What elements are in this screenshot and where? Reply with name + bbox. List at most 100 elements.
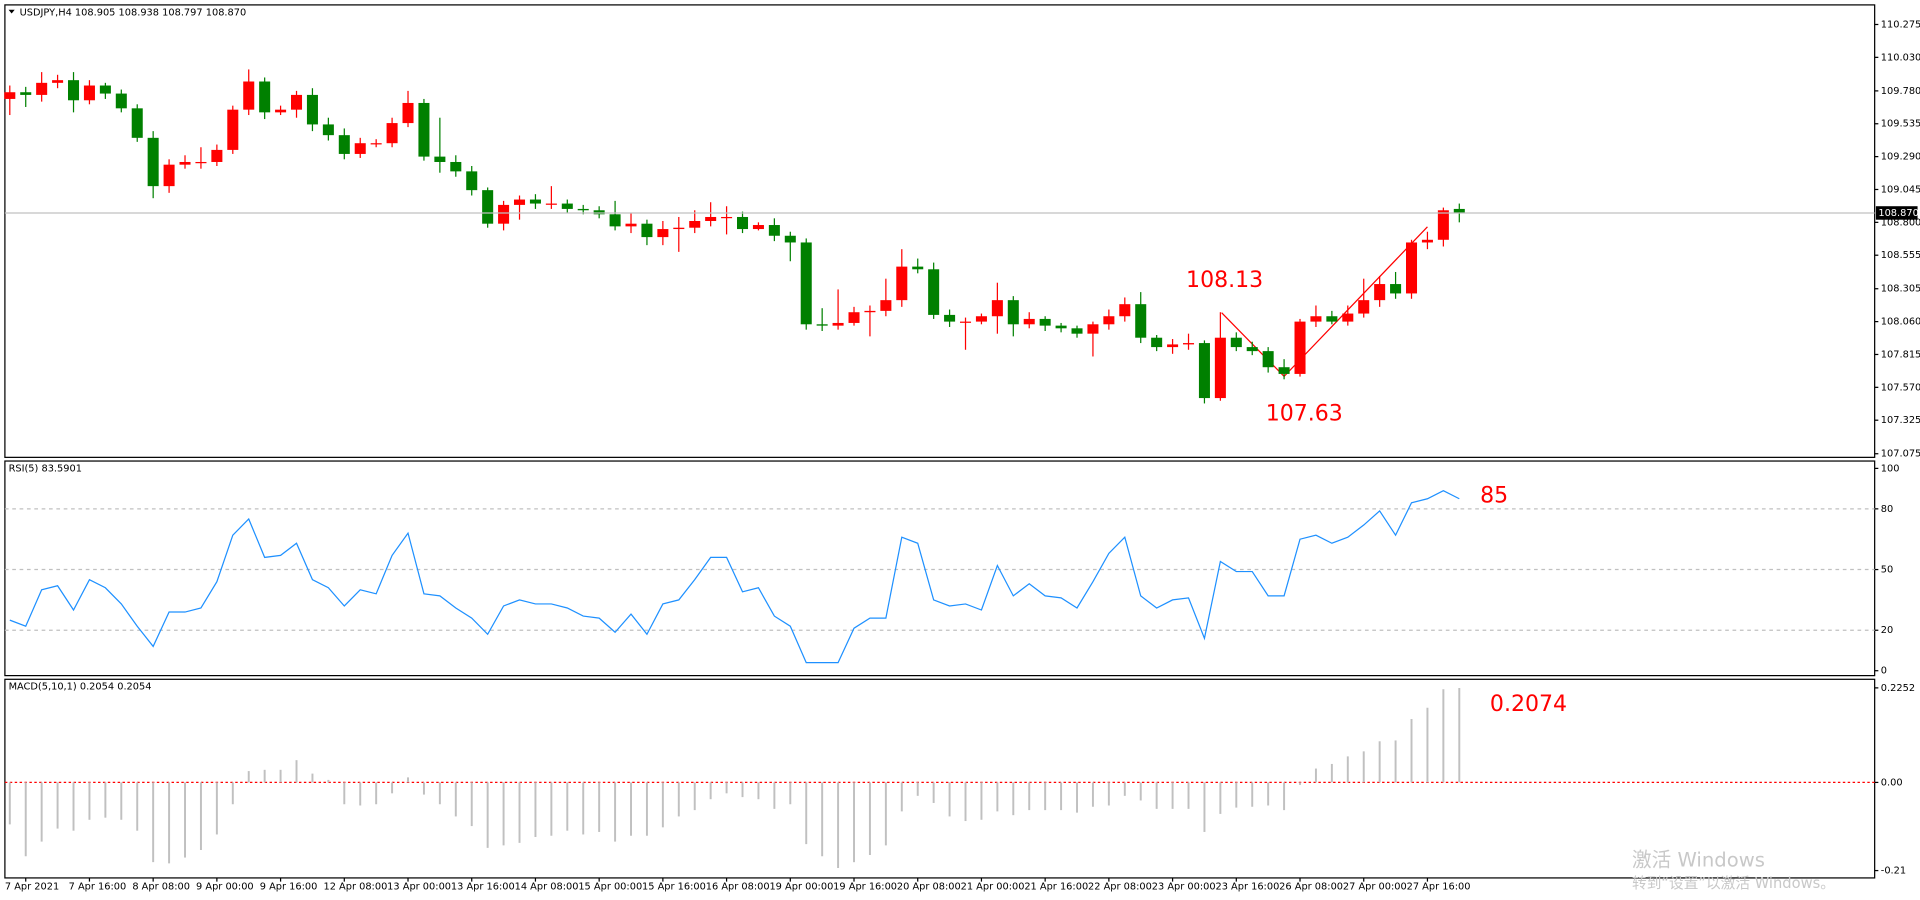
candle-body (912, 266, 924, 270)
candle-body (1039, 318, 1051, 326)
x-tick-label: 13 Apr 16:00 (451, 882, 515, 893)
y-tick-label: 0 (1881, 666, 1887, 677)
candle-body (36, 82, 48, 95)
candle-body (1262, 351, 1274, 368)
x-tick-label: 20 Apr 08:00 (897, 882, 961, 893)
candle-body (880, 300, 892, 311)
x-tick-label: 14 Apr 08:00 (515, 882, 579, 893)
candle-body (195, 161, 207, 164)
candle-body (1230, 337, 1242, 348)
candle-body (1007, 300, 1019, 325)
x-tick-label: 15 Apr 16:00 (642, 882, 706, 893)
menu-arrow[interactable] (8, 9, 15, 14)
candle-body (991, 300, 1003, 317)
candle-body (179, 161, 191, 165)
x-tick-label: 13 Apr 00:00 (387, 882, 451, 893)
candle-body (609, 214, 621, 227)
x-tick-label: 22 Apr 08:00 (1088, 882, 1152, 893)
candle-body (1437, 210, 1449, 240)
pane-title: RSI(5) 83.5901 (9, 463, 82, 474)
x-tick-label: 23 Apr 16:00 (1215, 882, 1279, 893)
candle-body (163, 164, 175, 187)
candle-body (147, 137, 159, 187)
y-tick-label: 109.535 (1881, 119, 1920, 130)
candle-body (1358, 300, 1370, 314)
last-price-box (1875, 206, 1918, 220)
candle-body (737, 216, 749, 230)
candle-body (1103, 316, 1115, 325)
macd-pane (4, 678, 1876, 879)
annotation: 107.63 (1266, 401, 1343, 426)
candle-body (768, 225, 780, 236)
x-tick-label: 27 Apr 16:00 (1407, 882, 1471, 893)
x-tick-label: 19 Apr 16:00 (833, 882, 897, 893)
rsi-pane (4, 460, 1876, 677)
candle-body (848, 312, 860, 323)
rsi-line (9, 489, 1460, 664)
candle-body (641, 223, 653, 238)
x-tick-label: 21 Apr 16:00 (1024, 882, 1088, 893)
candle-body (928, 269, 940, 315)
annotation: 108.13 (1186, 268, 1263, 293)
candle-body (784, 235, 796, 243)
candle-body (1198, 343, 1210, 399)
x-tick-label: 7 Apr 2021 (5, 882, 59, 893)
candle-body (1151, 337, 1163, 348)
x-tick-label: 12 Apr 08:00 (323, 882, 387, 893)
candle-body (752, 225, 764, 230)
candle-body (306, 94, 318, 125)
candle-body (211, 149, 223, 162)
y-tick-label: 100 (1881, 463, 1900, 474)
candle-body (514, 199, 526, 205)
annotation: 0.2074 (1490, 692, 1567, 717)
last-price-label: 108.870 (1878, 208, 1919, 219)
candle-body (354, 143, 366, 154)
candle-body (625, 223, 637, 227)
x-tick-label: 26 Apr 08:00 (1279, 882, 1343, 893)
candle-body (960, 321, 972, 323)
candle-body (370, 143, 382, 145)
candle-body (1310, 316, 1322, 322)
candle-body (259, 81, 271, 113)
x-tick-label: 9 Apr 00:00 (196, 882, 254, 893)
candle-body (705, 216, 717, 222)
y-tick-label: 20 (1881, 625, 1893, 636)
candle-body (275, 109, 287, 113)
pane-title: MACD(5,10,1) 0.2054 0.2054 (9, 682, 152, 693)
candle-body (1119, 304, 1131, 317)
x-tick-label: 23 Apr 00:00 (1152, 882, 1216, 893)
y-tick-label: 107.815 (1881, 349, 1920, 360)
y-tick-label: 109.045 (1881, 184, 1920, 195)
candle-body (450, 161, 462, 172)
y-tick-label: 108.060 (1881, 317, 1920, 328)
y-tick-label: 110.030 (1881, 52, 1920, 63)
annotation: 85 (1480, 484, 1508, 509)
candle-body (99, 85, 111, 94)
candle-body (418, 102, 430, 157)
candle-body (657, 229, 669, 238)
candle-body (1405, 242, 1418, 294)
y-tick-label: 80 (1881, 504, 1893, 515)
x-tick-label: 27 Apr 00:00 (1343, 882, 1407, 893)
x-tick-label: 7 Apr 16:00 (69, 882, 127, 893)
candle-body (721, 216, 733, 219)
candle-body (291, 94, 303, 110)
candle-body (322, 124, 334, 136)
y-tick-label: 108.800 (1881, 217, 1920, 228)
candle-body (243, 81, 255, 110)
candle-body (1023, 318, 1035, 325)
candle-body (1294, 321, 1306, 374)
candle-body (131, 108, 143, 138)
candle-body (1390, 284, 1402, 294)
candle-body (4, 92, 16, 99)
candle-body (593, 210, 605, 215)
candle-body (338, 135, 350, 154)
candle-body (20, 92, 32, 95)
candle-body (1246, 347, 1258, 352)
candle-body (1374, 284, 1386, 301)
candle-body (545, 203, 557, 205)
candle-body (466, 171, 478, 191)
candle-body (1453, 208, 1465, 213)
